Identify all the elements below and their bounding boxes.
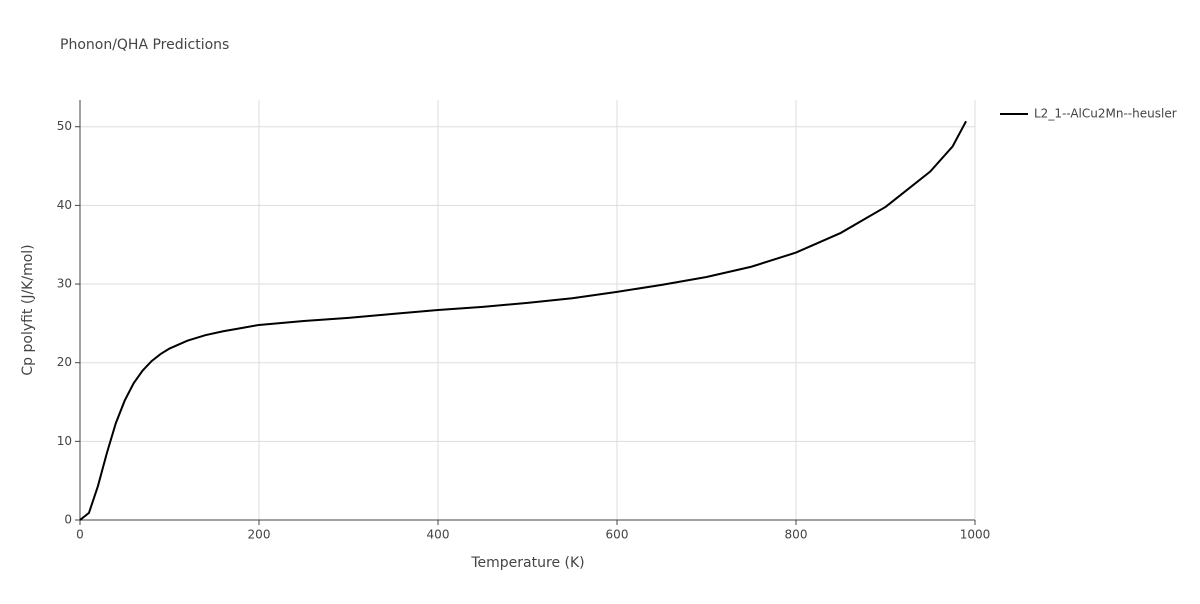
x-tick-label: 400 (427, 528, 450, 542)
y-tick-label: 10 (57, 434, 72, 448)
chart-title: Phonon/QHA Predictions (60, 37, 229, 53)
y-tick-label: 0 (64, 513, 72, 527)
data-line (79, 120, 967, 521)
x-axis-title: Temperature (K) (470, 555, 584, 571)
x-tick-label: 0 (76, 528, 84, 542)
x-tick-label: 200 (248, 528, 271, 542)
y-tick-label: 50 (57, 119, 72, 133)
x-tick-label: 800 (785, 528, 808, 542)
y-axis-title: Cp polyfit (J/K/mol) (20, 244, 36, 375)
x-tick-label: 600 (606, 528, 629, 542)
legend-label: L2_1--AlCu2Mn--heusler (1034, 107, 1177, 121)
y-tick-label: 40 (57, 198, 72, 212)
x-tick-label: 1000 (960, 528, 991, 542)
y-tick-label: 20 (57, 355, 72, 369)
y-tick-label: 30 (57, 277, 72, 291)
